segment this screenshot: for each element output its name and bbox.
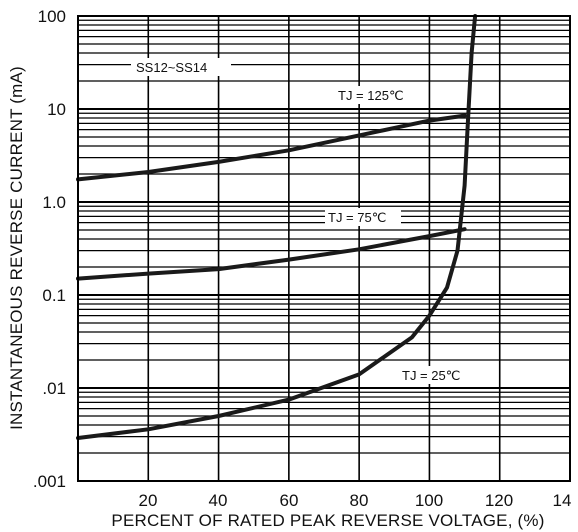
y-axis-title: INSTANTANEOUS REVERSE CURRENT (mA)	[7, 66, 26, 430]
series-curve-1	[76, 227, 467, 281]
x-tick-label-120: 120	[485, 491, 513, 510]
series-curve-2	[76, 14, 478, 440]
x-tick-label-140: 14	[553, 491, 572, 510]
y-tick-label-0.001: .001	[33, 472, 66, 491]
series-label-bg-125	[336, 86, 426, 104]
x-tick-label-20: 20	[139, 491, 158, 510]
y-tick-label-0.1: 0.1	[42, 286, 66, 305]
series-label-75: TJ = 75℃	[328, 210, 386, 225]
y-tick-label-10: 10	[47, 100, 66, 119]
x-axis-title: PERCENT OF RATED PEAK REVERSE VOLTAGE, (…	[111, 511, 544, 530]
x-tick-label-100: 100	[415, 491, 443, 510]
series-curve-0	[76, 113, 467, 182]
series-label-bg-25	[398, 366, 476, 384]
data-curves	[76, 14, 478, 440]
legend-label: SS12~SS14	[136, 60, 207, 75]
y-tick-label-1: 1.0	[42, 193, 66, 212]
grid-lines	[78, 16, 570, 482]
series-label-125: TJ = 125℃	[338, 88, 404, 103]
x-tick-label-60: 60	[280, 491, 299, 510]
legend-label-bg	[131, 58, 231, 76]
y-tick-label-100: 100	[38, 7, 66, 26]
series-label-25: TJ = 25℃	[402, 368, 460, 383]
x-tick-label-80: 80	[350, 491, 369, 510]
series-label-bg-75	[325, 208, 401, 226]
y-tick-label-0.01: .01	[42, 379, 66, 398]
plot-frame	[77, 15, 571, 482]
x-tick-label-40: 40	[209, 491, 228, 510]
